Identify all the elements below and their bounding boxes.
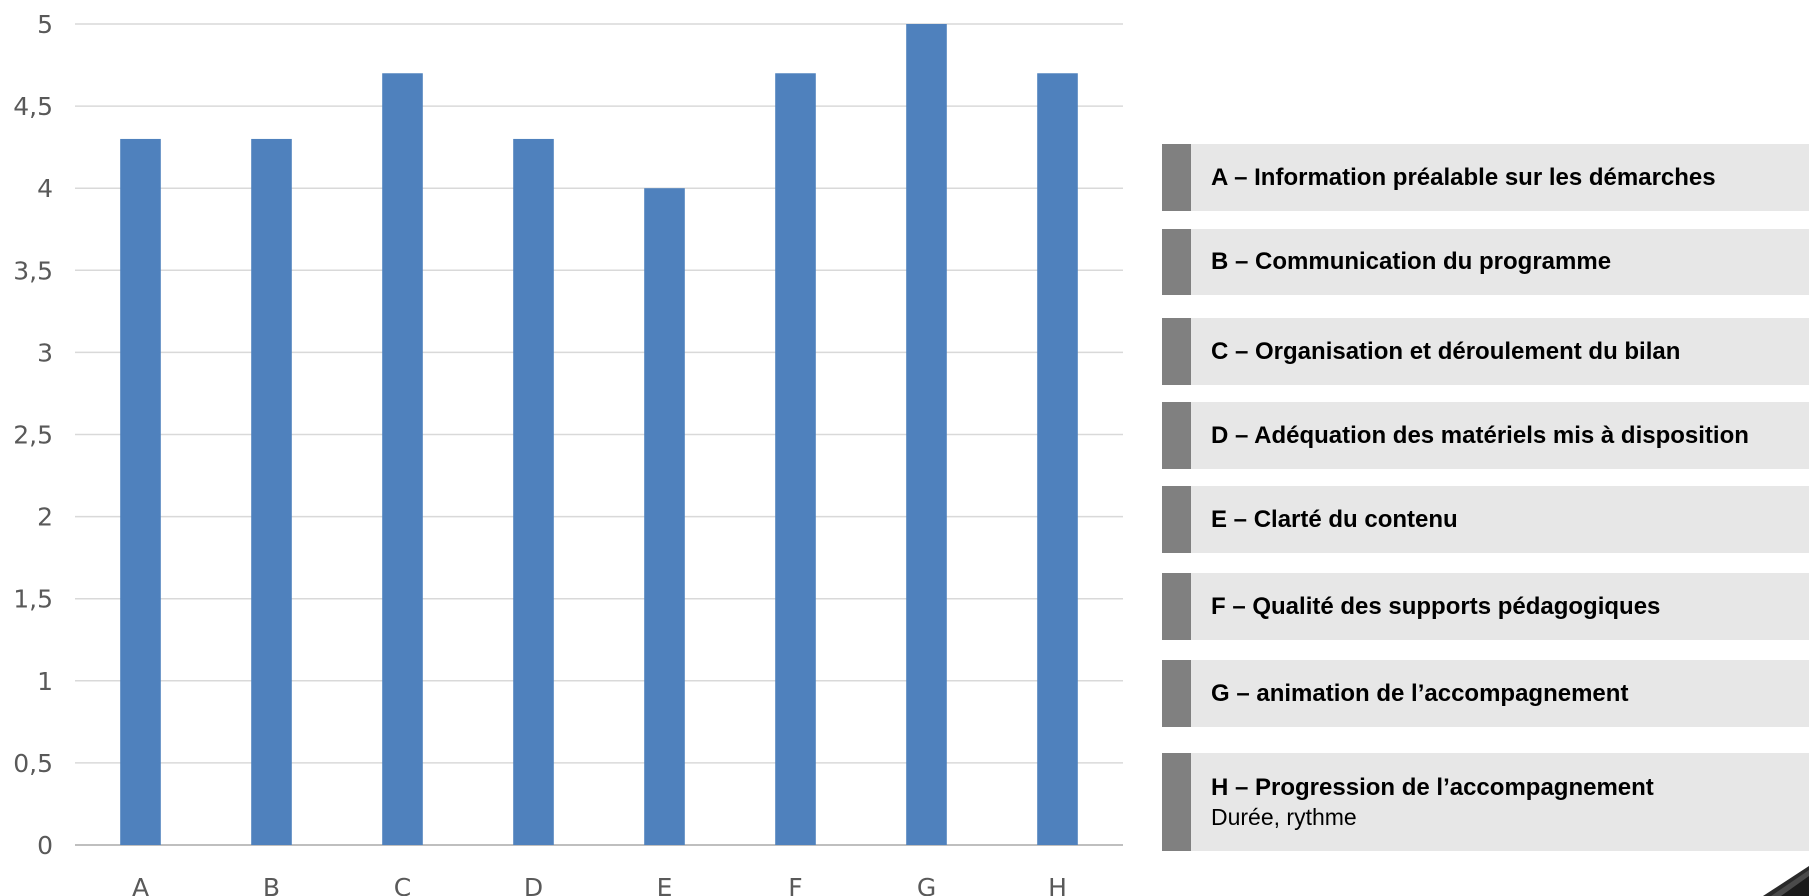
x-tick-label: F xyxy=(788,873,802,896)
bar-c xyxy=(382,73,423,845)
legend-item-d: D – Adéquation des matériels mis à dispo… xyxy=(1162,402,1809,469)
y-tick-label: 0 xyxy=(37,831,53,860)
x-tick-label: E xyxy=(657,873,673,896)
y-tick-label: 1 xyxy=(37,667,53,696)
bar-g xyxy=(906,24,947,845)
y-axis-ticks: 0 0,5 1 1,5 2 2,5 3 3,5 4 4,5 5 xyxy=(13,10,53,860)
corner-decoration xyxy=(1763,866,1809,896)
legend-label-c: C – Organisation et déroulement du bilan xyxy=(1211,337,1681,365)
bars xyxy=(120,24,1078,845)
legend-marker xyxy=(1162,144,1191,211)
legend-box: H – Progression de l’accompagnement Duré… xyxy=(1191,753,1809,851)
y-tick-label: 1,5 xyxy=(13,585,53,614)
y-tick-label: 2,5 xyxy=(13,421,53,450)
legend-label-d: D – Adéquation des matériels mis à dispo… xyxy=(1211,421,1749,449)
y-tick-label: 0,5 xyxy=(13,749,53,778)
legend-marker xyxy=(1162,486,1191,553)
legend-marker xyxy=(1162,660,1191,727)
legend-box: A – Information préalable sur les démarc… xyxy=(1191,144,1809,211)
legend: A – Information préalable sur les démarc… xyxy=(1162,0,1809,896)
legend-marker xyxy=(1162,573,1191,640)
y-tick-label: 2 xyxy=(37,503,53,532)
legend-marker xyxy=(1162,753,1191,851)
legend-item-f: F – Qualité des supports pédagogiques xyxy=(1162,573,1809,640)
legend-box: C – Organisation et déroulement du bilan xyxy=(1191,318,1809,385)
legend-item-a: A – Information préalable sur les démarc… xyxy=(1162,144,1809,211)
legend-box: G – animation de l’accompagnement xyxy=(1191,660,1809,727)
legend-item-b: B – Communication du programme xyxy=(1162,229,1809,295)
x-tick-label: H xyxy=(1048,873,1067,896)
legend-item-e: E – Clarté du contenu xyxy=(1162,486,1809,553)
legend-label-e: E – Clarté du contenu xyxy=(1211,505,1458,533)
y-tick-label: 5 xyxy=(37,10,53,39)
legend-marker xyxy=(1162,229,1191,295)
legend-item-g: G – animation de l’accompagnement xyxy=(1162,660,1809,727)
bar-d xyxy=(513,138,554,845)
legend-box: E – Clarté du contenu xyxy=(1191,486,1809,553)
legend-box: F – Qualité des supports pédagogiques xyxy=(1191,573,1809,640)
x-tick-label: B xyxy=(263,873,280,896)
legend-label-h: H – Progression de l’accompagnement xyxy=(1211,773,1654,801)
legend-label-b: B – Communication du programme xyxy=(1211,248,1612,275)
legend-item-c: C – Organisation et déroulement du bilan xyxy=(1162,318,1809,385)
x-axis-ticks: A B C D E F G H xyxy=(132,873,1067,896)
y-tick-label: 3,5 xyxy=(13,256,53,285)
bar-h xyxy=(1037,73,1078,845)
bar-e xyxy=(644,188,685,845)
x-tick-label: A xyxy=(132,873,149,896)
gridlines xyxy=(75,23,1123,846)
legend-marker xyxy=(1162,402,1191,469)
bar-f xyxy=(775,73,816,845)
y-tick-label: 4,5 xyxy=(13,92,53,121)
y-tick-label: 3 xyxy=(37,338,53,367)
legend-item-h: H – Progression de l’accompagnement Duré… xyxy=(1162,753,1809,851)
legend-label-f: F – Qualité des supports pédagogiques xyxy=(1211,592,1661,620)
x-tick-label: D xyxy=(524,873,543,896)
bar-a xyxy=(120,138,161,845)
legend-box: D – Adéquation des matériels mis à dispo… xyxy=(1191,402,1809,469)
legend-box: B – Communication du programme xyxy=(1191,229,1809,295)
legend-label-a: A – Information préalable sur les démarc… xyxy=(1211,163,1716,191)
bar-b xyxy=(251,138,292,845)
x-tick-label: C xyxy=(394,873,411,896)
x-tick-label: G xyxy=(917,873,936,896)
y-tick-label: 4 xyxy=(37,174,53,203)
legend-sublabel-h: Durée, rythme xyxy=(1211,803,1357,830)
legend-marker xyxy=(1162,318,1191,385)
legend-label-g: G – animation de l’accompagnement xyxy=(1211,679,1629,707)
bar-chart: 0 0,5 1 1,5 2 2,5 3 3,5 4 4,5 5 A B C D E F G H xyxy=(13,10,1123,896)
